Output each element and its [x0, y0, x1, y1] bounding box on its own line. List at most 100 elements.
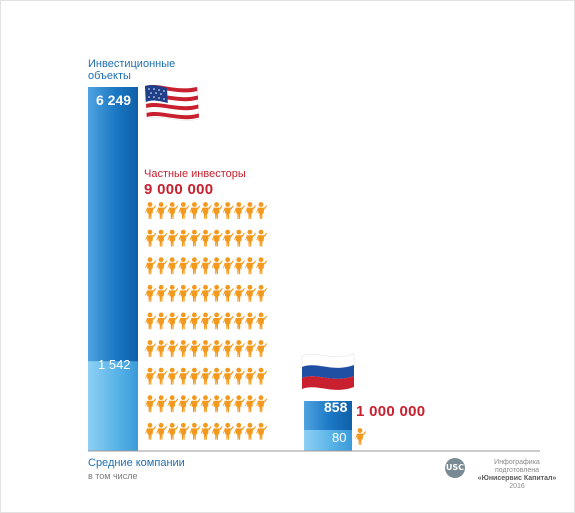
- person-icon: [145, 422, 157, 440]
- person-icon: [245, 202, 256, 219]
- person-icon: [189, 340, 201, 357]
- person-icon: [167, 422, 179, 440]
- person-icon: [211, 312, 223, 330]
- person-icon: [156, 257, 168, 275]
- person-icon: [256, 202, 268, 219]
- person-icon: [234, 395, 245, 413]
- person-icon: [222, 257, 234, 275]
- person-icon: [234, 284, 245, 302]
- bars: [88, 87, 352, 451]
- person-icon: [167, 340, 179, 357]
- person-icon: [145, 257, 157, 275]
- person-icon: [145, 229, 157, 247]
- person-icon: [167, 312, 179, 330]
- person-icon: [167, 257, 179, 275]
- us-investors-value: 9 000 000: [144, 181, 214, 198]
- person-icon: [222, 395, 234, 413]
- person-icon: [256, 395, 268, 413]
- person-icon: [234, 257, 245, 275]
- person-icon: [211, 422, 223, 440]
- person-icon: [156, 202, 168, 219]
- person-icon: [222, 367, 234, 385]
- person-icon: [167, 202, 179, 219]
- person-icon: [167, 367, 179, 385]
- person-icon: [145, 202, 157, 219]
- bar-mid-companies-us: [88, 361, 138, 451]
- credit-year: 2016: [509, 483, 525, 490]
- person-icon: [156, 395, 168, 413]
- person-icon: [234, 422, 245, 440]
- person-icon: [178, 395, 190, 413]
- ru-investors-value: 1 000 000: [356, 403, 426, 420]
- us-mid-value: 1 542: [98, 357, 131, 372]
- person-icon: [189, 395, 201, 413]
- person-icon: [145, 367, 157, 385]
- person-icon: [178, 284, 190, 302]
- person-icon: [156, 229, 168, 247]
- person-icon: [234, 367, 245, 385]
- person-icon: [256, 229, 268, 247]
- person-icon: [167, 229, 179, 247]
- credit-line-2: «Юнисервис Капитал»: [477, 475, 557, 482]
- person-icon: [178, 312, 190, 330]
- person-icon: [245, 284, 256, 302]
- person-icon: [156, 367, 168, 385]
- person-icon: [245, 229, 256, 247]
- person-icon: [145, 284, 157, 302]
- person-icon: [189, 284, 201, 302]
- person-icon: [145, 340, 157, 357]
- person-icon: [211, 229, 223, 247]
- person-icon: [178, 422, 190, 440]
- person-icon: [167, 284, 179, 302]
- person-icon: [200, 422, 212, 440]
- person-icon: [200, 340, 212, 357]
- person-icon: [189, 202, 201, 219]
- us-total-value: 6 249: [96, 92, 132, 108]
- person-icon: [200, 312, 212, 330]
- person-icon: [200, 395, 212, 413]
- person-icon: [178, 340, 190, 357]
- person-icon: [222, 340, 234, 357]
- person-icon: [245, 312, 256, 330]
- person-icon: [256, 312, 268, 330]
- person-icon: [222, 284, 234, 302]
- person-icon: [178, 202, 190, 219]
- ru-total-value: 858: [324, 399, 348, 415]
- person-icon: [211, 395, 223, 413]
- person-icon: [200, 257, 212, 275]
- private-investors-label: Частные инвесторы: [144, 168, 246, 180]
- person-icon: [256, 367, 268, 385]
- person-icon: [200, 229, 212, 247]
- person-icon: [211, 367, 223, 385]
- person-icon: [222, 229, 234, 247]
- person-icon: [156, 340, 168, 357]
- person-icon: [167, 395, 179, 413]
- person-icon: [234, 229, 245, 247]
- person-icon: [222, 422, 234, 440]
- person-icon: [256, 422, 268, 440]
- person-icon: [355, 428, 367, 445]
- person-icon: [211, 257, 223, 275]
- person-icon: [222, 312, 234, 330]
- usc-logo: USC: [445, 458, 465, 478]
- person-icon: [256, 257, 268, 275]
- person-icon: [189, 422, 201, 440]
- person-icon: [189, 257, 201, 275]
- person-icon: [200, 367, 212, 385]
- person-icon: [200, 202, 212, 219]
- person-icon: [156, 284, 168, 302]
- person-icon: [245, 367, 256, 385]
- person-icon: [222, 202, 234, 219]
- person-icon: [189, 312, 201, 330]
- including-label: в том числе: [88, 471, 138, 481]
- credit-note: Инфографика подготовлена «Юнисервис Капи…: [472, 459, 562, 491]
- person-icon: [156, 422, 168, 440]
- person-icon: [245, 395, 256, 413]
- russia-flag-icon: [301, 353, 355, 390]
- person-icon: [178, 257, 190, 275]
- person-icon: [200, 284, 212, 302]
- person-icon: [211, 202, 223, 219]
- person-icon: [189, 367, 201, 385]
- usa-flag-icon: [144, 84, 200, 121]
